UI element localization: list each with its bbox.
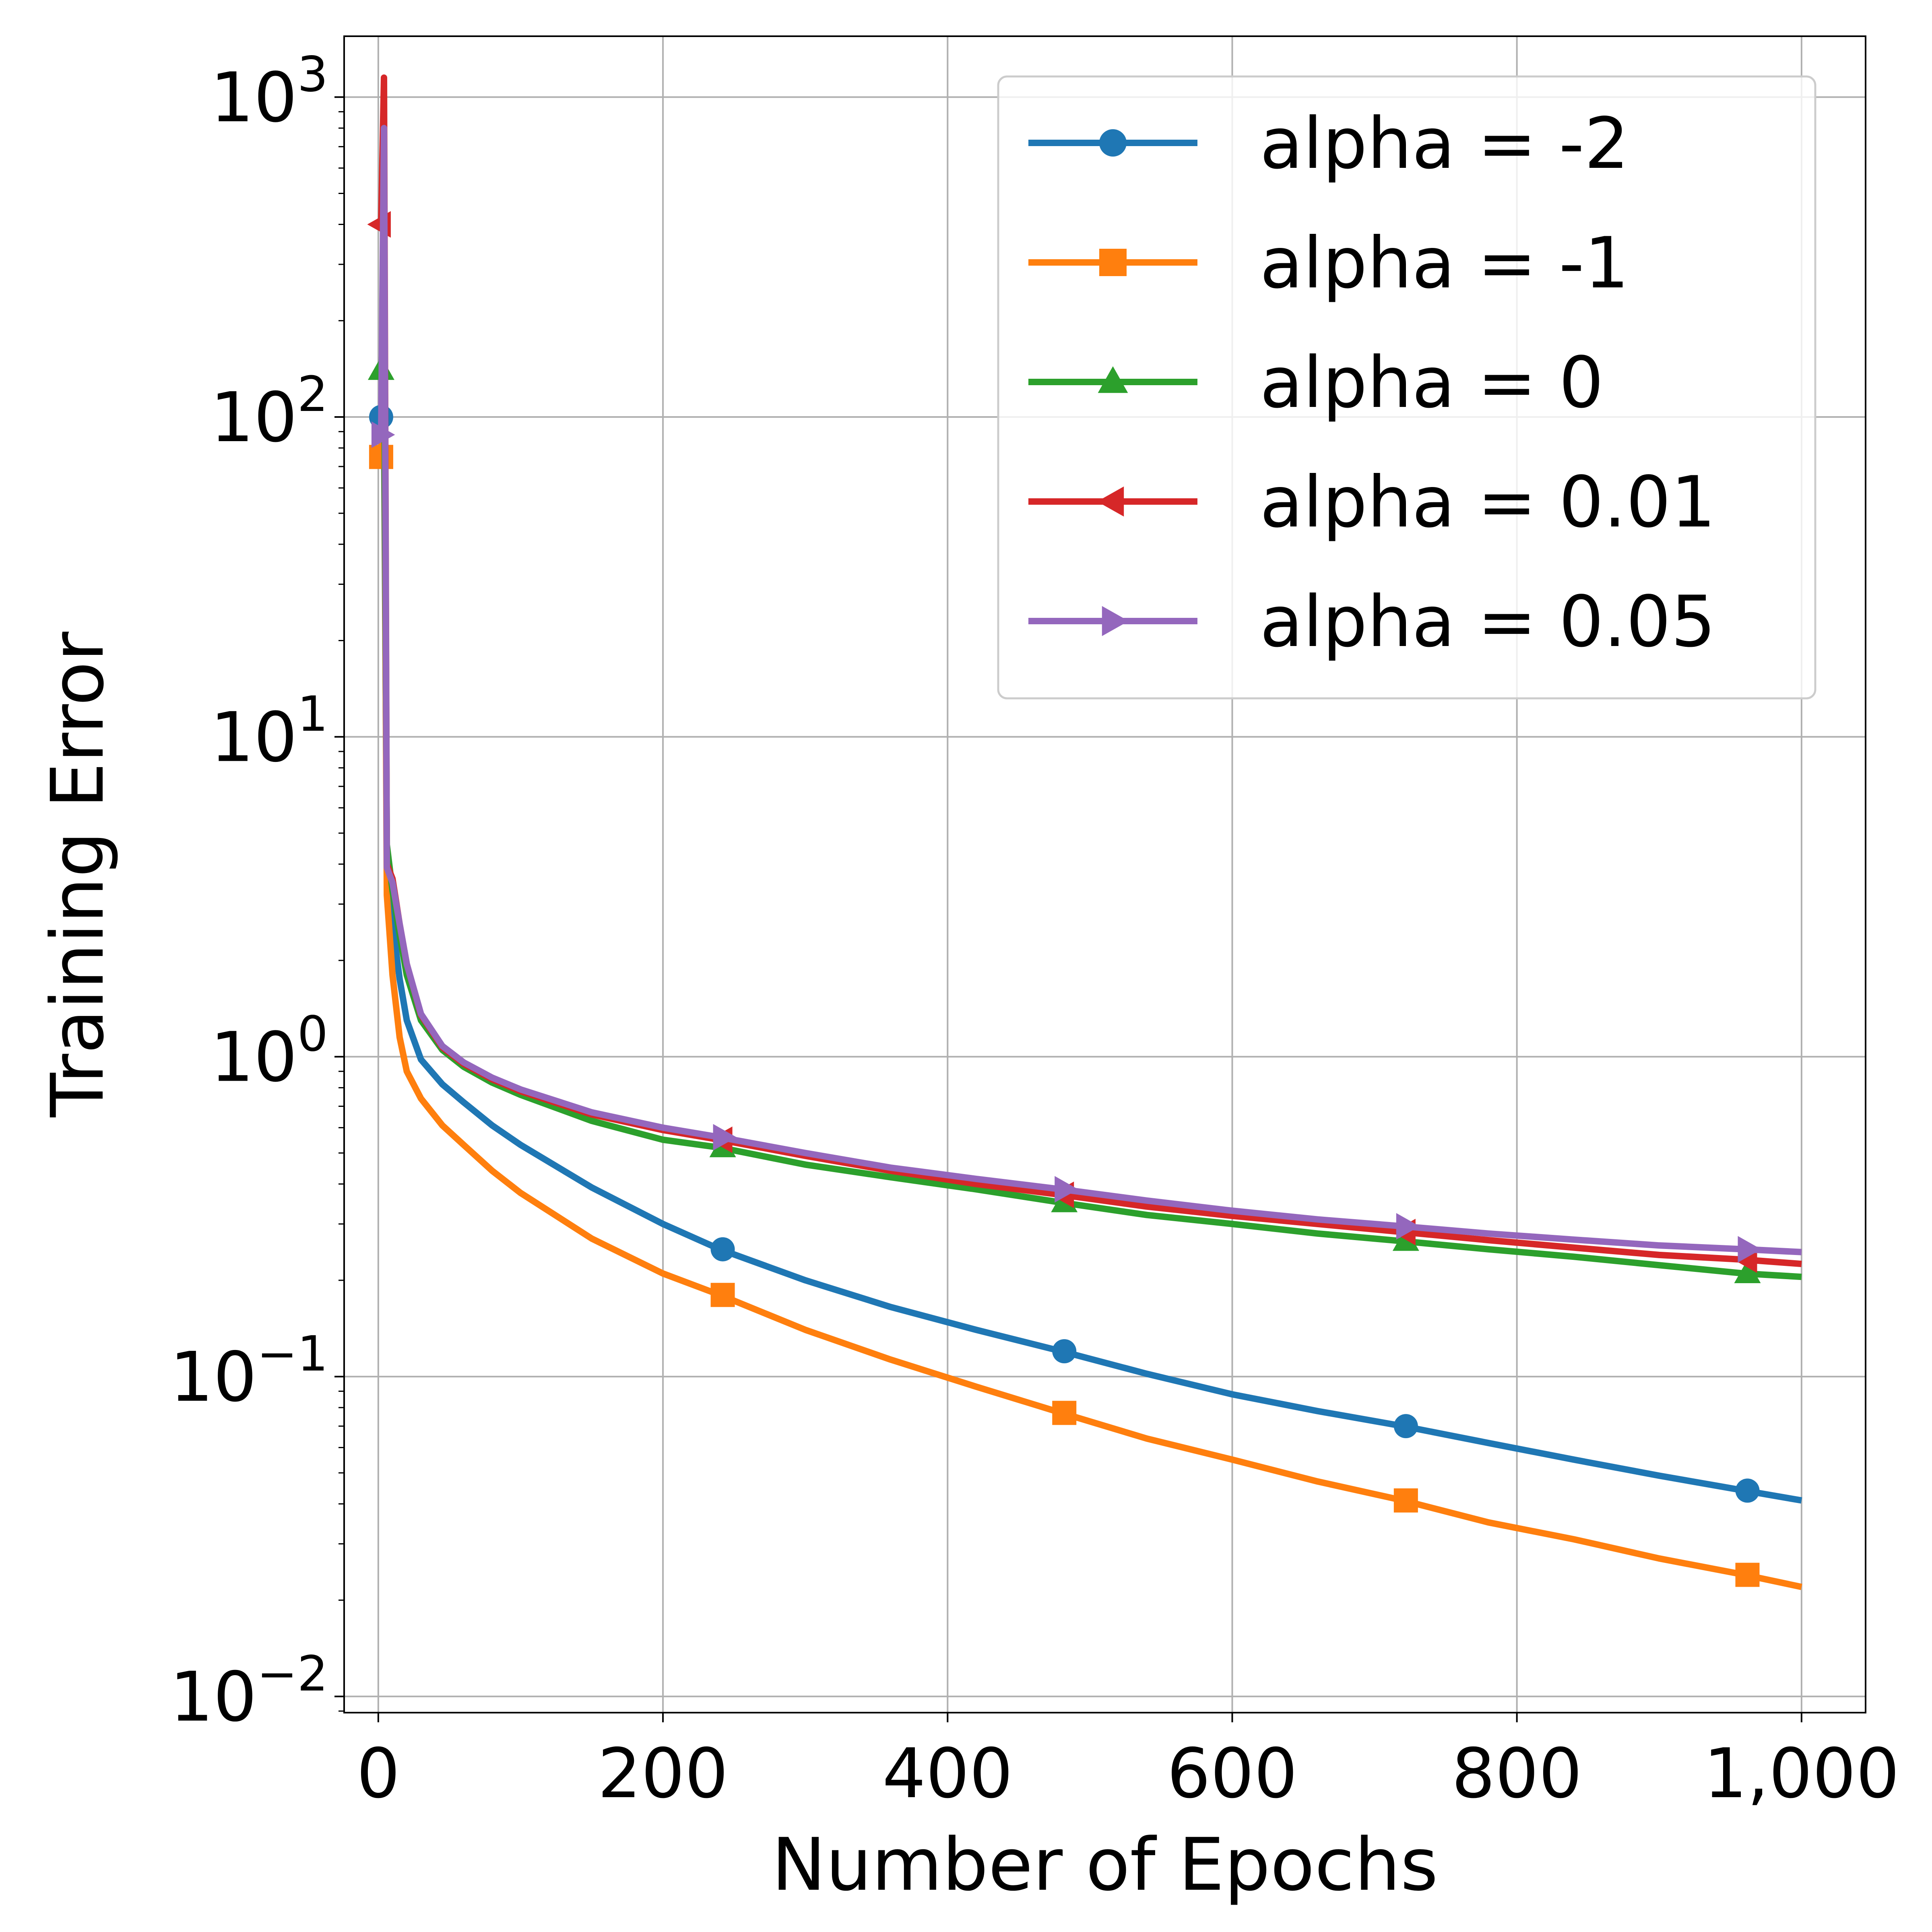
legend-label: alpha = 0.05 [1260,581,1716,663]
series-1 [369,357,1802,1590]
y-tick-exponent: 3 [297,47,328,103]
data-point [1393,1488,1418,1513]
data-point [371,421,395,448]
data-point [1055,1176,1078,1203]
y-tick-base: 10 [210,1018,297,1097]
y-tick-label: 102 [210,367,328,458]
data-point [1393,1414,1418,1439]
legend-label: alpha = 0 [1260,342,1604,424]
legend-swatch-marker [1102,606,1129,636]
legend-label: alpha = -1 [1260,223,1629,304]
legend: alpha = -2 alpha = -1 alpha = 0 alpha = 0.0… [997,75,1816,700]
data-point [1735,1563,1760,1587]
y-tick-exponent: 1 [297,687,328,743]
data-point [710,1283,735,1307]
x-tick-label: 1,000 [1704,1734,1900,1814]
y-tick-label: 101 [210,687,328,778]
y-tick-base: 10 [170,1657,257,1737]
data-point [369,445,393,469]
legend-item: alpha = -2 [1028,103,1629,185]
y-tick-label: 10−2 [170,1646,328,1737]
x-tick-label: 0 [357,1734,400,1814]
legend-item: alpha = 0.01 [1028,462,1716,543]
y-tick-base: 10 [210,378,297,458]
x-tick-label: 800 [1451,1734,1582,1814]
y-tick-base: 10 [170,1338,257,1417]
x-axis-title: Number of Epochs [772,1823,1438,1907]
y-tick-base: 10 [210,58,297,138]
data-point [710,1237,735,1261]
y-tick-label: 10−1 [170,1326,328,1417]
legend-item: alpha = -1 [1028,223,1629,304]
y-tick-exponent: −1 [257,1326,328,1382]
data-point [1052,1401,1077,1425]
x-tick-label: 400 [882,1734,1013,1814]
y-tick-exponent: −2 [257,1646,328,1702]
series-4 [371,125,1802,1263]
series-line [378,125,1802,1255]
series-layer [367,74,1802,1590]
data-point [1738,1236,1762,1263]
data-point [1396,1213,1420,1240]
legend-swatch-marker [1097,486,1124,517]
x-tick-label: 200 [598,1734,728,1814]
y-tick-exponent: 0 [297,1006,328,1062]
series-line [378,357,1802,1590]
series-line [378,414,1802,1504]
y-tick-exponent: 2 [297,367,328,423]
y-tick-base: 10 [210,698,297,778]
y-axis-title: Training Error [36,632,120,1117]
legend-label: alpha = 0.01 [1260,462,1716,543]
data-point [713,1124,737,1151]
legend-item: alpha = 0.05 [1028,581,1716,663]
y-tick-label: 103 [210,47,328,138]
legend-swatch-marker [1099,249,1127,276]
legend-item: alpha = 0 [1028,342,1604,424]
legend-frame [997,75,1816,700]
plot-frame [343,35,1866,1713]
y-tick-label: 100 [210,1006,328,1097]
data-point [1052,1339,1077,1364]
data-point [1734,1259,1761,1284]
data-point [1735,1478,1760,1503]
legend-label: alpha = -2 [1260,103,1629,185]
x-tick-label: 600 [1167,1734,1297,1814]
legend-swatch-marker [1099,129,1127,157]
legend-swatch-marker [1098,366,1128,393]
